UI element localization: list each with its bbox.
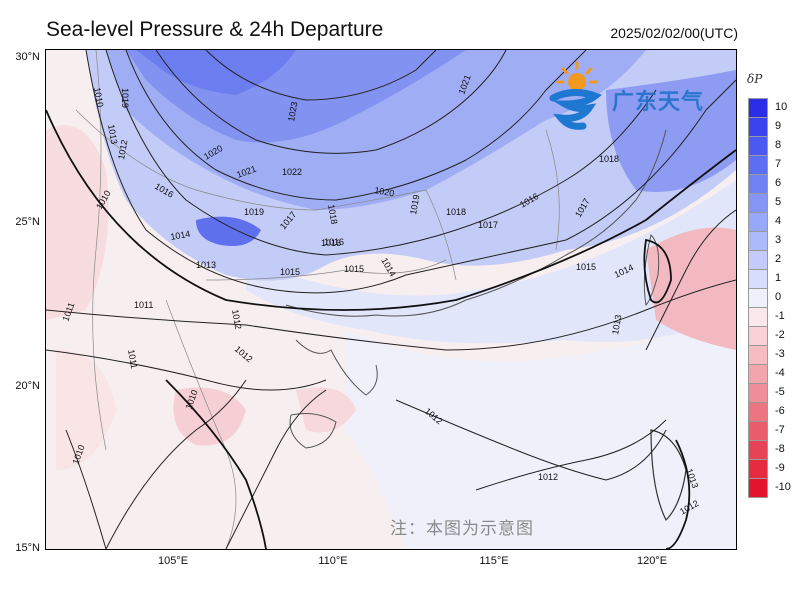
isobar-label: 1016 [321, 238, 341, 248]
lon-label-115: 115°E [479, 555, 509, 567]
disclaimer-note: 注：本图为示意图 [390, 519, 534, 539]
colorbar-swatch [748, 364, 768, 383]
isobar-label: 1018 [599, 154, 619, 164]
colorbar-tick-label: -9 [775, 462, 785, 474]
colorbar-tick-label: -8 [775, 443, 785, 455]
colorbar-tick-label: -5 [775, 386, 785, 398]
colorbar-swatch [748, 440, 768, 459]
colorbar-swatch [748, 288, 768, 307]
map-canvas: 1010 1019 1013 1012 1016 1010 1014 1013 … [46, 50, 736, 549]
isobar-label: 1019 [408, 194, 421, 215]
colorbar-tick-label: 2 [775, 253, 782, 265]
colorbar-tick-label: 4 [775, 215, 782, 227]
isobar-label: 1016 [324, 237, 344, 247]
colorbar-tick-label: 1 [775, 272, 782, 284]
colorbar-tick-label: 10 [775, 101, 788, 113]
colorbar-swatch [748, 212, 768, 231]
chart-title: Sea-level Pressure & 24h Departure [46, 18, 384, 41]
colorbar-tick-label: -2 [775, 329, 785, 341]
colorbar-swatch [748, 307, 768, 326]
isobar-label: 1015 [344, 264, 364, 274]
lat-label-20: 20°N [15, 380, 40, 392]
colorbar-swatch [748, 345, 768, 364]
colorbar-tick-label: 3 [775, 234, 782, 246]
lat-label-30: 30°N [15, 51, 40, 63]
pressure-map: 1010 1019 1013 1012 1016 1010 1014 1013 … [45, 49, 737, 550]
colorbar-tick-label: 8 [775, 139, 782, 151]
isobar-label: 1018 [326, 204, 339, 225]
logo-text: 广东天气 [612, 90, 705, 115]
isobar-label: 1019 [120, 88, 130, 108]
isobar-label: 1019 [244, 207, 264, 217]
lat-label-25: 25°N [15, 216, 40, 228]
colorbar-swatch [748, 269, 768, 288]
colorbar-swatch [748, 193, 768, 212]
colorbar-swatch [748, 231, 768, 250]
lon-label-105: 105°E [157, 555, 189, 567]
colorbar-title: δP [747, 72, 763, 86]
colorbar-swatch [748, 174, 768, 193]
isobar-label: 1011 [134, 300, 153, 310]
isobar-label: 1013 [196, 260, 216, 270]
colorbar-tick-label: 0 [775, 291, 782, 303]
isobar-label: 1014 [170, 229, 191, 242]
colorbar-tick-label: -10 [775, 481, 791, 493]
isobar-label: 1012 [538, 472, 558, 482]
colorbar-swatch [748, 117, 768, 136]
colorbar-swatch [748, 421, 768, 440]
isobar-label: 1017 [478, 220, 498, 230]
colorbar-swatch [748, 98, 768, 117]
isobar-label: 1012 [230, 309, 243, 330]
isobar-label: 1020 [374, 185, 395, 198]
colorbar [748, 98, 768, 498]
sun-wave-logo-icon [549, 61, 603, 130]
lon-label-110: 110°E [318, 555, 348, 567]
isobar-label: 1018 [446, 207, 466, 217]
colorbar-swatch [748, 250, 768, 269]
colorbar-swatch [748, 326, 768, 345]
colorbar-tick-label: 6 [775, 177, 782, 189]
colorbar-swatch [748, 383, 768, 402]
timestamp: 2025/02/02/00(UTC) [610, 25, 738, 41]
colorbar-tick-label: -6 [775, 405, 785, 417]
isobar-label: 1013 [610, 314, 623, 335]
isobar-label: 1011 [126, 349, 139, 370]
isobar-label: 1013 [106, 124, 119, 145]
colorbar-tick-label: -7 [775, 424, 785, 436]
colorbar-swatch [748, 459, 768, 478]
colorbar-swatch [748, 478, 768, 498]
isobar-label: 1022 [282, 167, 302, 177]
isobar-label: 1015 [280, 267, 300, 277]
colorbar-tick-label: 7 [775, 158, 782, 170]
colorbar-tick-label: 5 [775, 196, 782, 208]
lon-label-120: 120°E [636, 555, 668, 567]
isobar-label: 1010 [92, 87, 105, 108]
colorbar-swatch [748, 155, 768, 174]
colorbar-tick-label: -1 [775, 310, 785, 322]
isobar-label: 1015 [576, 262, 596, 272]
colorbar-swatch [748, 136, 768, 155]
colorbar-tick-label: 9 [775, 120, 782, 132]
colorbar-tick-label: -4 [775, 367, 785, 379]
lat-label-15: 15°N [15, 542, 40, 554]
isobar-label: 1023 [286, 101, 299, 122]
colorbar-tick-label: -3 [775, 348, 785, 360]
colorbar-swatch [748, 402, 768, 421]
isobar-label: 1012 [116, 139, 129, 160]
